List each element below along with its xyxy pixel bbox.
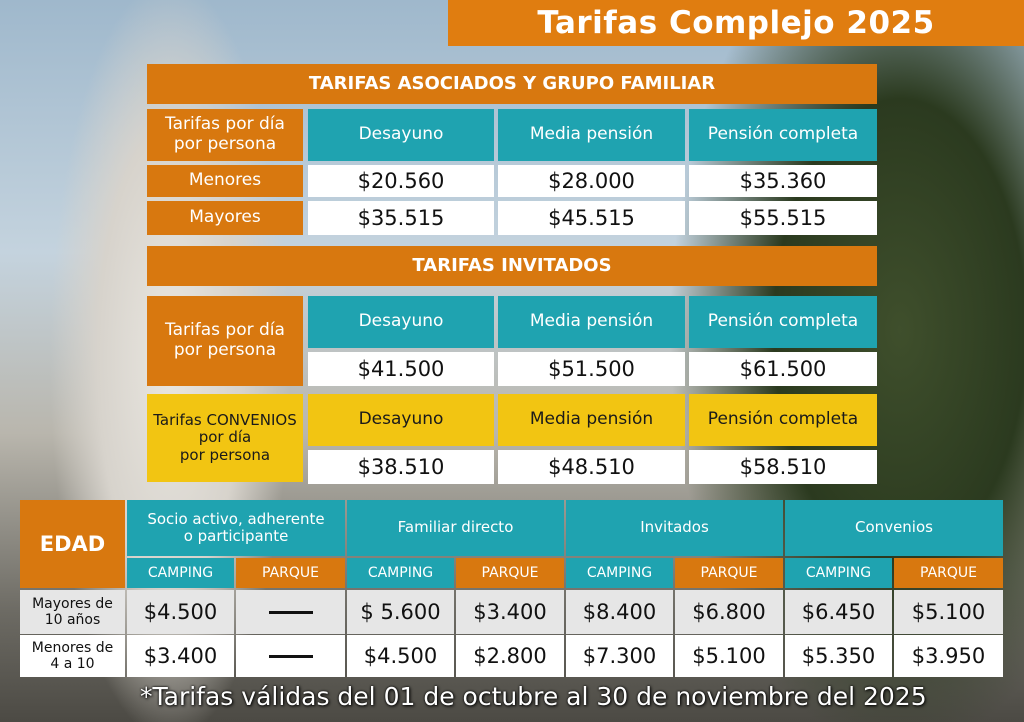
- asociados-menores-desayuno: $20.560: [308, 165, 494, 197]
- convenios-media-price: $48.510: [498, 450, 685, 484]
- convenios-completa-price: $58.510: [689, 450, 877, 484]
- row-label-menores: Menores de 4 a 10: [20, 635, 125, 677]
- invitados-completa-price: $61.500: [689, 352, 877, 386]
- subheader-parque: PARQUE: [894, 558, 1003, 588]
- invitados-col-pension-completa: Pensión completa: [689, 296, 877, 348]
- asociados-heading: TARIFAS ASOCIADOS Y GRUPO FAMILIAR: [147, 64, 877, 104]
- asociados-mayores-desayuno: $35.515: [308, 201, 494, 235]
- invitados-desayuno-price: $41.500: [308, 352, 494, 386]
- convenios-label-line-2: por día: [198, 428, 252, 447]
- subheader-camping: CAMPING: [785, 558, 892, 588]
- asociados-menores-completa: $35.360: [689, 165, 877, 197]
- table-cell: $6.800: [675, 590, 783, 634]
- group-invitados: Invitados: [566, 500, 783, 556]
- table-cell: $2.800: [456, 635, 564, 677]
- table-cell: $5.100: [894, 590, 1003, 634]
- table-cell: $ 5.600: [347, 590, 454, 634]
- asociados-row-label: Tarifas por día por persona: [147, 109, 303, 161]
- convenios-col-pension-completa: Pensión completa: [689, 394, 877, 446]
- subheader-parque: PARQUE: [236, 558, 345, 588]
- asociados-col-media-pension: Media pensión: [498, 109, 685, 161]
- table-cell: $8.400: [566, 590, 673, 634]
- invitados-col-desayuno: Desayuno: [308, 296, 494, 348]
- group-socio: Socio activo, adherente o participante: [127, 500, 345, 556]
- subheader-parque: PARQUE: [675, 558, 783, 588]
- table-cell: $3.400: [456, 590, 564, 634]
- invitados-media-price: $51.500: [498, 352, 685, 386]
- page-title: Tarifas Complejo 2025: [448, 0, 1024, 46]
- convenios-col-media-pension: Media pensión: [498, 394, 685, 446]
- asociados-menores-media: $28.000: [498, 165, 685, 197]
- group-familiar: Familiar directo: [347, 500, 564, 556]
- convenios-row-label: Tarifas CONVENIOS por día por persona: [147, 394, 303, 482]
- convenios-label-line-1: Tarifas CONVENIOS: [153, 411, 297, 430]
- validity-footnote: *Tarifas válidas del 01 de octubre al 30…: [140, 682, 927, 711]
- table-cell: $5.100: [675, 635, 783, 677]
- asociados-mayores-media: $45.515: [498, 201, 685, 235]
- asociados-row-mayores-label: Mayores: [147, 201, 303, 235]
- dash-icon: [268, 610, 313, 614]
- table-cell: $6.450: [785, 590, 892, 634]
- asociados-row-menores-label: Menores: [147, 165, 303, 197]
- dash-cell: [236, 590, 345, 634]
- table-cell: $5.350: [785, 635, 892, 677]
- table-cell: $3.400: [127, 635, 234, 677]
- subheader-camping: CAMPING: [566, 558, 673, 588]
- row-label-mayores: Mayores de 10 años: [20, 590, 125, 634]
- dash-cell: [236, 635, 345, 677]
- convenios-label-line-3: por persona: [179, 445, 271, 464]
- invitados-heading: TARIFAS INVITADOS: [147, 246, 877, 286]
- subheader-camping: CAMPING: [127, 558, 234, 588]
- asociados-mayores-completa: $55.515: [689, 201, 877, 235]
- table-cell: $3.950: [894, 635, 1003, 677]
- edad-header: EDAD: [20, 500, 125, 588]
- table-cell: $7.300: [566, 635, 673, 677]
- table-cell: $4.500: [127, 590, 234, 634]
- subheader-camping: CAMPING: [347, 558, 454, 588]
- subheader-parque: PARQUE: [456, 558, 564, 588]
- convenios-desayuno-price: $38.510: [308, 450, 494, 484]
- table-cell: $4.500: [347, 635, 454, 677]
- asociados-col-pension-completa: Pensión completa: [689, 109, 877, 161]
- invitados-col-media-pension: Media pensión: [498, 296, 685, 348]
- group-convenios: Convenios: [785, 500, 1003, 556]
- invitados-row-label: Tarifas por día por persona: [147, 296, 303, 386]
- convenios-col-desayuno: Desayuno: [308, 394, 494, 446]
- asociados-col-desayuno: Desayuno: [308, 109, 494, 161]
- dash-icon: [268, 654, 313, 658]
